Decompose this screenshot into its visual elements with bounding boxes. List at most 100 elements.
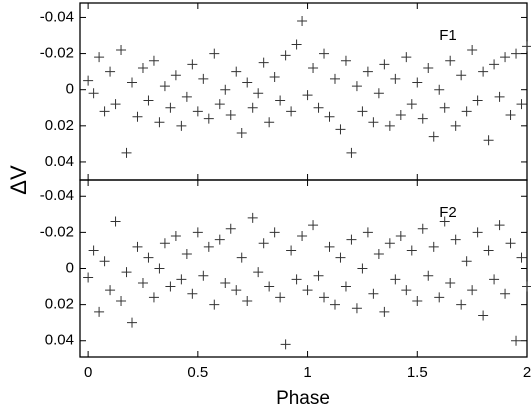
data-point — [187, 288, 198, 299]
data-point — [159, 81, 170, 92]
data-point — [379, 59, 390, 70]
data-point — [434, 292, 445, 303]
data-point — [132, 111, 143, 122]
data-point — [439, 216, 450, 227]
data-point — [368, 288, 379, 299]
data-point — [253, 88, 264, 99]
data-point — [159, 238, 170, 249]
data-point — [511, 48, 522, 59]
data-point — [198, 73, 209, 84]
data-point — [324, 241, 335, 252]
data-point — [340, 55, 351, 66]
data-point — [417, 113, 428, 124]
data-point — [291, 39, 302, 50]
data-point — [379, 306, 390, 317]
data-point — [313, 102, 324, 113]
data-point — [137, 277, 148, 288]
data-point — [231, 66, 242, 77]
data-point — [390, 73, 401, 84]
x-tick-label: 0 — [84, 364, 92, 381]
data-point — [373, 249, 384, 260]
x-axis-label: Phase — [276, 388, 330, 409]
data-point — [373, 88, 384, 99]
data-point — [225, 109, 236, 120]
data-point — [148, 292, 159, 303]
data-point — [522, 41, 531, 52]
data-point — [192, 227, 203, 238]
data-point — [127, 317, 138, 328]
data-point — [253, 267, 264, 278]
data-point — [99, 106, 110, 117]
data-point — [335, 252, 346, 263]
data-point — [269, 72, 280, 83]
data-point — [395, 109, 406, 120]
data-point — [247, 102, 258, 113]
data-point — [176, 120, 187, 131]
data-point — [116, 44, 127, 55]
data-point — [357, 263, 368, 274]
data-point — [456, 70, 467, 81]
data-point — [225, 223, 236, 234]
data-point — [406, 99, 417, 110]
data-point — [242, 77, 253, 88]
y-tick-label: 0.02 — [45, 296, 74, 313]
data-point — [494, 91, 505, 102]
data-point — [461, 256, 472, 267]
data-point — [121, 147, 132, 158]
x-tick-label: 1 — [303, 364, 311, 381]
data-point — [329, 73, 340, 84]
data-point — [340, 281, 351, 292]
data-point — [384, 238, 395, 249]
data-point — [264, 117, 275, 128]
data-point — [516, 252, 527, 263]
data-point — [319, 48, 330, 59]
data-point — [116, 296, 127, 307]
data-point — [105, 66, 116, 77]
data-point — [401, 285, 412, 296]
data-point — [110, 216, 121, 227]
data-point — [362, 227, 373, 238]
y-tick-label: -0.04 — [40, 187, 74, 204]
data-point — [165, 281, 176, 292]
data-point — [209, 299, 220, 310]
data-point — [357, 106, 368, 117]
data-point — [428, 131, 439, 142]
data-point — [192, 106, 203, 117]
panel-label: F1 — [439, 27, 457, 44]
data-point — [220, 84, 231, 95]
data-point — [170, 70, 181, 81]
data-point — [181, 249, 192, 260]
x-tick-label: 2 — [523, 364, 531, 381]
data-point — [505, 238, 516, 249]
data-point — [269, 227, 280, 238]
y-tick-label: -0.02 — [40, 223, 74, 240]
data-point — [181, 91, 192, 102]
data-point — [286, 245, 297, 256]
data-point — [417, 223, 428, 234]
data-point — [220, 277, 231, 288]
data-point — [94, 306, 105, 317]
data-point — [236, 128, 247, 139]
data-point — [242, 296, 253, 307]
data-point — [127, 77, 138, 88]
data-point — [324, 111, 335, 122]
data-point — [467, 44, 478, 55]
data-point — [297, 230, 308, 241]
data-point — [412, 77, 423, 88]
data-point — [450, 120, 461, 131]
data-point — [478, 66, 489, 77]
data-point — [280, 339, 291, 350]
x-tick-label: 1.5 — [407, 364, 428, 381]
data-point — [88, 245, 99, 256]
data-point — [346, 234, 357, 245]
data-point — [445, 277, 456, 288]
data-point — [236, 252, 247, 263]
data-point — [319, 292, 330, 303]
data-point — [390, 274, 401, 285]
panel-label: F2 — [439, 204, 457, 221]
data-point — [110, 99, 121, 110]
data-point — [500, 288, 511, 299]
data-point — [143, 252, 154, 263]
data-point — [214, 234, 225, 245]
